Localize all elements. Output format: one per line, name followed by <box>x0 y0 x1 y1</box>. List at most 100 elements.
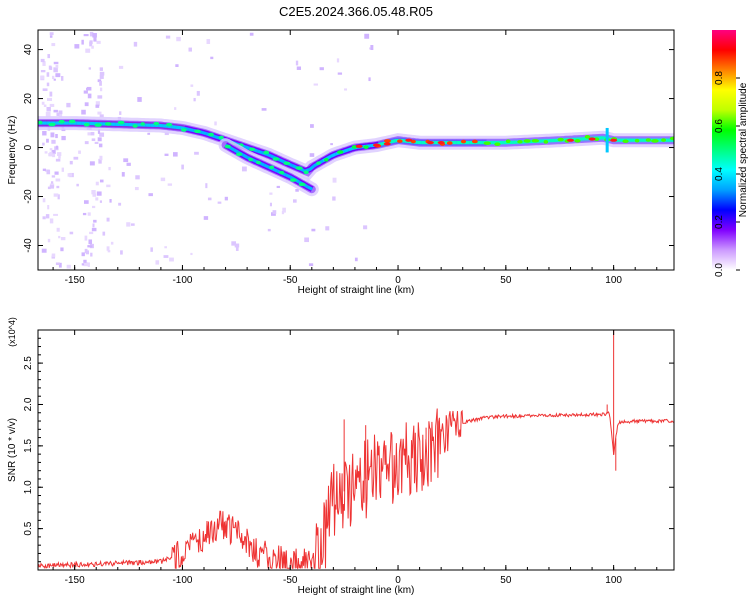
noise-speck <box>95 142 99 144</box>
spectrogram-y-label: Frequency (Hz) <box>7 116 18 185</box>
noise-speck <box>50 148 53 150</box>
noise-speck <box>78 151 81 154</box>
noise-speck <box>190 253 192 255</box>
ridge-blob <box>225 145 231 149</box>
noise-speck <box>56 179 61 182</box>
noise-speck <box>127 163 131 166</box>
ridge-blob <box>269 166 274 170</box>
noise-speck <box>73 157 78 160</box>
noise-speck <box>92 138 96 141</box>
noise-speck <box>50 132 54 137</box>
noise-speck <box>81 110 86 115</box>
ridge-blob <box>316 161 321 165</box>
noise-speck <box>46 107 50 111</box>
noise-speck <box>55 73 60 77</box>
noise-speck <box>197 91 200 96</box>
ridge-hotspot <box>405 139 412 142</box>
noise-speck <box>90 161 95 165</box>
noise-speck <box>310 124 314 128</box>
ridge-blob <box>84 123 90 127</box>
ridge-blob <box>153 122 159 126</box>
noise-speck <box>56 159 60 162</box>
spectrogram-y-tick-label: -40 <box>23 238 34 253</box>
noise-speck <box>168 183 172 185</box>
noise-speck <box>46 139 49 143</box>
noise-speck <box>85 236 88 241</box>
snr-y-tick-label: 2.0 <box>23 397 34 411</box>
noise-speck <box>50 35 53 38</box>
noise-speck <box>61 76 63 81</box>
noise-speck <box>85 49 90 53</box>
noise-speck <box>311 229 315 232</box>
noise-speck <box>92 206 95 208</box>
noise-speck <box>84 90 88 93</box>
noise-speck <box>52 253 55 257</box>
noise-speck <box>49 66 52 70</box>
noise-speck <box>207 39 211 44</box>
ridge-blob <box>622 139 628 143</box>
noise-speck <box>165 154 169 156</box>
ridge-hotspot <box>567 139 574 142</box>
ridge-blob <box>118 121 125 125</box>
noise-speck <box>52 76 54 79</box>
noise-speck <box>84 262 88 266</box>
ridge-core-inner <box>348 148 353 150</box>
noise-speck <box>123 158 128 162</box>
ridge-hotspot <box>589 137 596 140</box>
noise-speck <box>181 165 184 170</box>
noise-speck <box>277 186 280 188</box>
spectrogram-x-tick-label: -50 <box>283 275 298 286</box>
ridge-blob <box>140 122 145 126</box>
noise-speck <box>96 182 99 186</box>
ridge-blob <box>397 139 403 143</box>
noise-speck <box>309 263 313 266</box>
noise-speck <box>297 66 301 69</box>
ridge-core-inner <box>264 165 269 167</box>
noise-speck <box>52 153 55 157</box>
noise-speck <box>56 65 59 68</box>
noise-speck <box>120 250 123 254</box>
noise-speck <box>368 77 370 81</box>
ridge-core-inner <box>307 187 312 189</box>
noise-speck <box>50 32 54 35</box>
ridge-core-inner <box>189 129 194 130</box>
ridge-blob <box>256 161 261 165</box>
noise-speck <box>100 72 105 76</box>
snr-x-tick-label: -50 <box>283 575 298 586</box>
ridge-blob <box>299 183 306 187</box>
noise-speck <box>54 193 59 196</box>
ridge-blob <box>181 128 187 132</box>
ridge-blob <box>304 171 309 175</box>
noise-speck <box>88 212 91 215</box>
noise-speck <box>126 222 130 226</box>
ridge-blob <box>557 138 563 142</box>
noise-speck <box>107 218 110 222</box>
noise-speck <box>56 186 59 188</box>
noise-speck <box>100 67 103 71</box>
noise-speck <box>111 242 113 245</box>
noise-speck <box>296 61 298 66</box>
noise-speck <box>88 239 92 244</box>
snr-x-tick-label: -100 <box>172 575 192 586</box>
noise-speck <box>42 249 47 253</box>
noise-speck <box>70 161 73 164</box>
ridge-blob <box>249 147 255 151</box>
noise-speck <box>363 225 367 229</box>
noise-speck <box>62 168 64 172</box>
snr-plot-area <box>38 330 674 570</box>
ridge-core-inner <box>202 132 207 133</box>
noise-speck <box>193 98 195 101</box>
noise-speck <box>41 59 45 62</box>
noise-speck <box>54 110 58 113</box>
ridge-blob <box>166 123 172 127</box>
noise-speck <box>108 250 111 252</box>
noise-speck <box>97 41 101 44</box>
ridge-blob <box>461 140 466 144</box>
noise-speck <box>122 172 125 177</box>
noise-speck <box>92 228 97 231</box>
noise-speck <box>51 140 55 144</box>
colorbar-gradient <box>712 30 736 270</box>
noise-speck <box>102 232 105 236</box>
noise-speck <box>47 205 49 209</box>
